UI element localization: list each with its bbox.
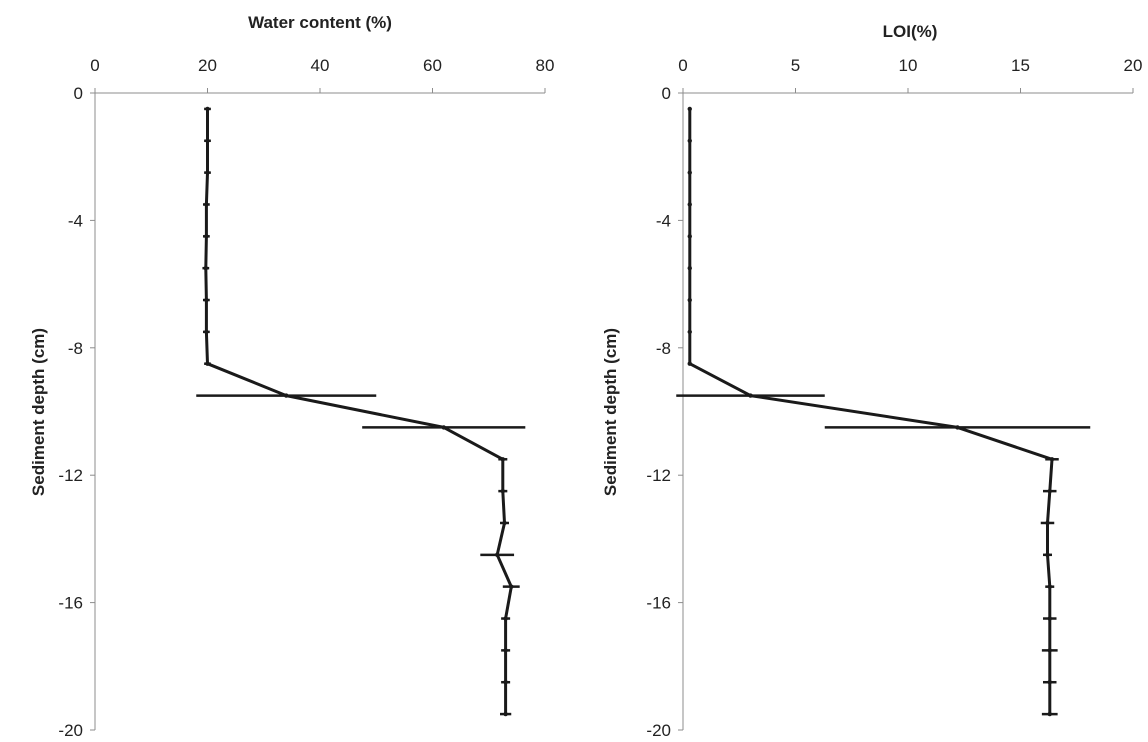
data-point bbox=[687, 361, 692, 366]
y-tick-label: -12 bbox=[646, 466, 671, 485]
data-point bbox=[503, 616, 508, 621]
data-point bbox=[687, 170, 692, 175]
data-point bbox=[687, 265, 692, 271]
y-tick-label: -16 bbox=[58, 594, 83, 613]
data-point bbox=[748, 393, 753, 398]
x-tick-label: 15 bbox=[1011, 56, 1030, 75]
data-point bbox=[1045, 552, 1050, 558]
data-point bbox=[205, 106, 210, 112]
y-tick-label: -8 bbox=[68, 339, 83, 358]
data-point bbox=[1047, 584, 1052, 589]
y-tick-label: -16 bbox=[646, 594, 671, 613]
data-point bbox=[687, 138, 692, 143]
water-content-chart: Water content (%) Sediment depth (cm) 0 2… bbox=[29, 13, 554, 740]
data-point bbox=[687, 329, 692, 335]
data-point bbox=[500, 488, 506, 494]
data-point bbox=[441, 425, 446, 430]
data-point bbox=[1047, 648, 1052, 653]
y-tick-label: -4 bbox=[656, 211, 671, 230]
data-point bbox=[205, 361, 210, 366]
data-point bbox=[687, 106, 692, 112]
x-tick-label: 20 bbox=[1124, 56, 1143, 75]
y-tick-label: -20 bbox=[58, 721, 83, 740]
data-point bbox=[503, 711, 508, 717]
data-point bbox=[1045, 520, 1050, 526]
data-point bbox=[204, 297, 209, 303]
data-point bbox=[204, 202, 209, 207]
data-point bbox=[204, 329, 209, 335]
data-point bbox=[1047, 680, 1052, 685]
x-tick-label: 0 bbox=[678, 56, 687, 75]
data-point bbox=[500, 457, 506, 462]
data-point bbox=[205, 138, 210, 143]
data-point bbox=[1049, 457, 1055, 462]
loi-chart: LOI(%) Sediment depth (cm) 0 5 10 15 20 0 -4 -8… bbox=[601, 22, 1142, 740]
x-tick-label: 5 bbox=[791, 56, 800, 75]
data-point bbox=[687, 234, 692, 239]
y-axis-title: Sediment depth (cm) bbox=[29, 328, 48, 496]
data-point bbox=[205, 170, 210, 175]
data-point bbox=[509, 584, 514, 589]
x-axis-title: LOI(%) bbox=[883, 22, 938, 41]
x-tick-label: 0 bbox=[90, 56, 99, 75]
x-tick-label: 40 bbox=[311, 56, 330, 75]
data-point bbox=[503, 680, 508, 685]
data-point bbox=[284, 393, 289, 398]
data-point bbox=[687, 297, 692, 303]
x-tick-label: 80 bbox=[536, 56, 555, 75]
data-point bbox=[955, 425, 960, 430]
x-axis-title: Water content (%) bbox=[248, 13, 392, 32]
x-tick-label: 20 bbox=[198, 56, 217, 75]
series-line bbox=[688, 108, 1054, 715]
data-point bbox=[502, 520, 507, 526]
series-line bbox=[204, 108, 513, 715]
data-point bbox=[1047, 488, 1052, 494]
x-tick-label: 60 bbox=[423, 56, 442, 75]
data-point bbox=[204, 234, 209, 239]
data-point bbox=[1047, 711, 1052, 717]
data-point bbox=[203, 265, 209, 271]
data-point bbox=[1047, 616, 1052, 621]
x-tick-label: 10 bbox=[899, 56, 918, 75]
y-axis-title: Sediment depth (cm) bbox=[601, 328, 620, 496]
data-point bbox=[687, 202, 692, 207]
y-tick-label: -12 bbox=[58, 466, 83, 485]
y-tick-label: -8 bbox=[656, 339, 671, 358]
y-tick-label: -4 bbox=[68, 211, 83, 230]
data-point bbox=[503, 648, 508, 653]
data-point bbox=[494, 552, 500, 558]
y-tick-label: 0 bbox=[662, 84, 671, 103]
y-tick-label: 0 bbox=[74, 84, 83, 103]
y-tick-label: -20 bbox=[646, 721, 671, 740]
